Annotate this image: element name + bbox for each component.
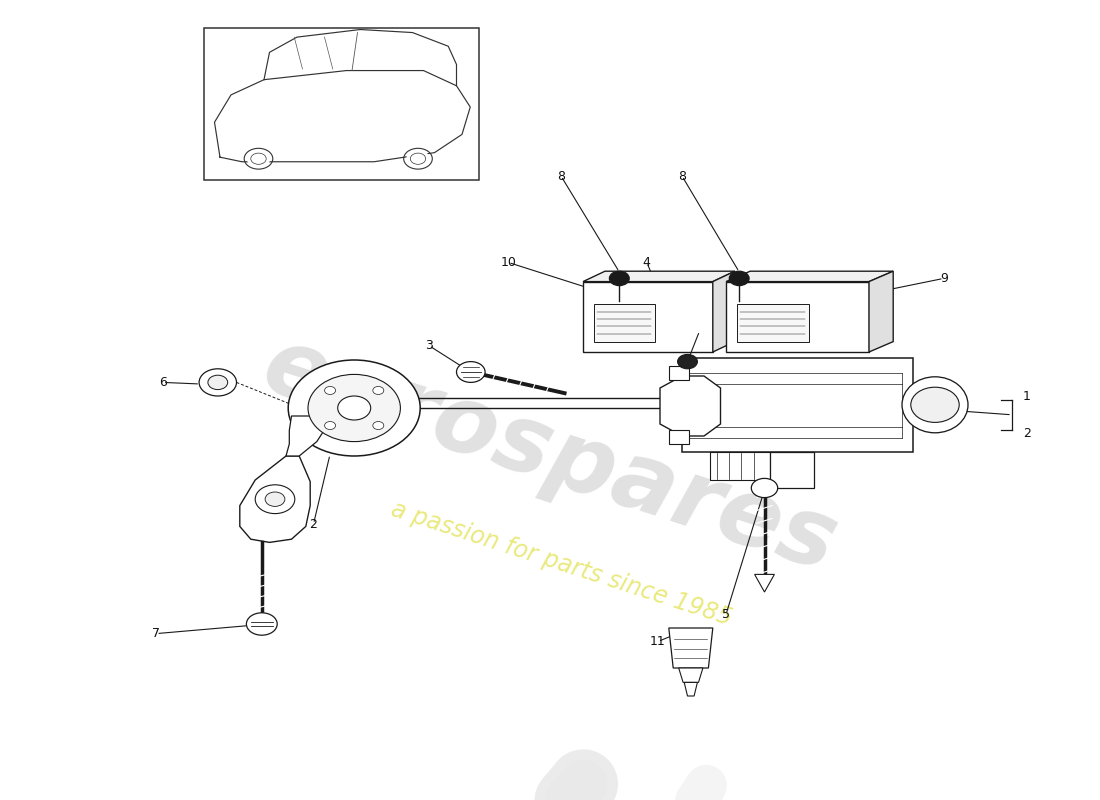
Circle shape bbox=[373, 386, 384, 394]
FancyBboxPatch shape bbox=[682, 358, 913, 452]
Text: 10: 10 bbox=[500, 256, 516, 269]
Circle shape bbox=[373, 422, 384, 430]
Circle shape bbox=[265, 492, 285, 506]
Polygon shape bbox=[755, 574, 774, 592]
Circle shape bbox=[324, 386, 336, 394]
Circle shape bbox=[751, 478, 778, 498]
Polygon shape bbox=[583, 271, 735, 282]
Text: 3: 3 bbox=[425, 339, 433, 352]
Bar bbox=[669, 430, 689, 444]
Circle shape bbox=[324, 422, 336, 430]
Text: 8: 8 bbox=[678, 170, 686, 182]
Bar bbox=[737, 304, 808, 342]
Ellipse shape bbox=[902, 377, 968, 433]
Text: 4: 4 bbox=[642, 256, 651, 269]
Text: 1: 1 bbox=[1023, 390, 1031, 402]
Polygon shape bbox=[713, 271, 735, 352]
Circle shape bbox=[609, 271, 629, 286]
Bar bbox=[594, 304, 654, 342]
Polygon shape bbox=[726, 271, 893, 282]
Circle shape bbox=[208, 375, 228, 390]
Circle shape bbox=[246, 613, 277, 635]
Polygon shape bbox=[669, 628, 713, 668]
Text: 6: 6 bbox=[158, 376, 167, 389]
Text: 11: 11 bbox=[650, 635, 666, 648]
Circle shape bbox=[199, 369, 236, 396]
Polygon shape bbox=[684, 682, 697, 696]
Text: 7: 7 bbox=[152, 627, 161, 640]
Polygon shape bbox=[240, 456, 310, 542]
Bar bbox=[726, 282, 869, 352]
Circle shape bbox=[407, 150, 429, 166]
Text: 2: 2 bbox=[309, 518, 318, 530]
Text: eurospares: eurospares bbox=[252, 320, 848, 592]
Bar bbox=[583, 282, 713, 352]
Bar bbox=[669, 366, 689, 380]
Circle shape bbox=[308, 374, 400, 442]
Text: 5: 5 bbox=[722, 608, 730, 621]
Circle shape bbox=[288, 360, 420, 456]
Circle shape bbox=[678, 354, 697, 369]
Polygon shape bbox=[286, 416, 326, 456]
Polygon shape bbox=[679, 668, 703, 682]
Text: 9: 9 bbox=[939, 272, 948, 285]
Circle shape bbox=[911, 387, 959, 422]
Bar bbox=[204, 28, 478, 180]
Circle shape bbox=[248, 150, 270, 166]
Circle shape bbox=[255, 485, 295, 514]
Polygon shape bbox=[869, 271, 893, 352]
Text: 8: 8 bbox=[557, 170, 565, 182]
Circle shape bbox=[456, 362, 485, 382]
Text: a passion for parts since 1985: a passion for parts since 1985 bbox=[387, 498, 735, 630]
Bar bbox=[710, 452, 770, 480]
Circle shape bbox=[338, 396, 371, 420]
Text: 2: 2 bbox=[1023, 427, 1031, 440]
Circle shape bbox=[729, 271, 749, 286]
Bar bbox=[770, 452, 814, 488]
Polygon shape bbox=[660, 376, 720, 436]
